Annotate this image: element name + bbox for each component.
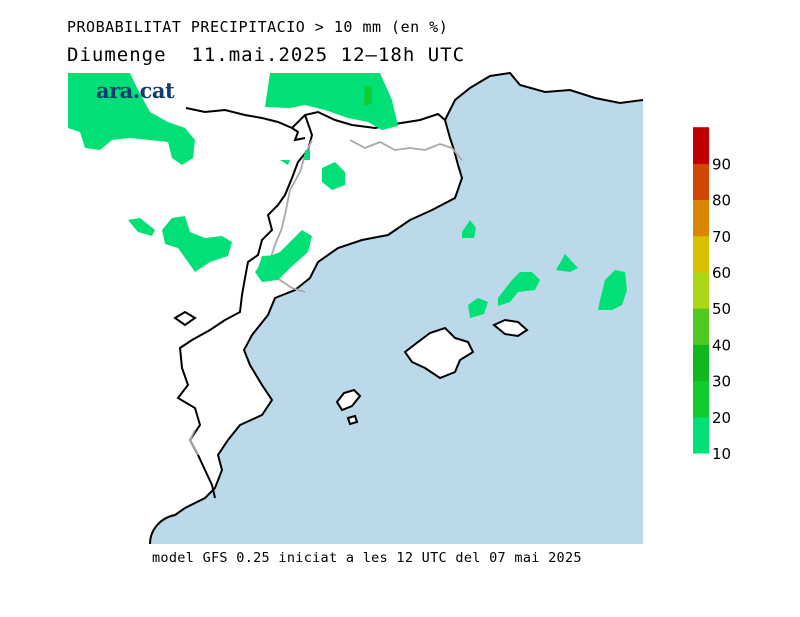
- border-detail: [173, 310, 197, 327]
- border-west: [176, 114, 314, 499]
- aracat-logo: ara.cat: [96, 78, 175, 103]
- legend-swatch: [693, 380, 709, 418]
- legend-label: 80: [712, 192, 731, 210]
- rain-patch-west: [128, 218, 155, 236]
- island-mallorca: [403, 326, 475, 380]
- legend-swatch: [693, 199, 709, 237]
- legend-swatch: [693, 308, 709, 345]
- legend-swatch: [693, 272, 709, 309]
- legend-swatch: [693, 344, 709, 382]
- rain-patch-central: [322, 162, 345, 190]
- map-subtitle: Diumenge 11.mai.2025 12–18h UTC: [67, 44, 466, 66]
- rain-patch-northwest: [68, 73, 195, 165]
- legend-swatch: [693, 416, 709, 454]
- border-andorra: [291, 127, 306, 142]
- province-boundary-west: [263, 139, 313, 293]
- island-menorca: [492, 318, 529, 338]
- legend-label: 60: [712, 264, 731, 282]
- island-ibiza: [335, 388, 362, 412]
- legend-colorbar: [693, 127, 709, 454]
- legend-swatch: [693, 163, 709, 201]
- rain-patch-sea-2: [468, 298, 488, 318]
- rain-patch-sea-4: [598, 270, 627, 310]
- province-boundary-south: [188, 429, 199, 456]
- rain-patch-sea-1: [462, 220, 476, 238]
- rain-patch-pyrenees: [265, 73, 398, 130]
- map-title: PROBABILITAT PRECIPITACIO > 10 mm (en %): [67, 18, 449, 36]
- legend-label: 10: [712, 445, 731, 463]
- sea-area: [150, 73, 643, 544]
- legend-label: 30: [712, 373, 731, 391]
- legend-label: 90: [712, 155, 731, 173]
- legend-label: 70: [712, 228, 731, 246]
- legend-swatch: [693, 235, 709, 273]
- model-run-info: model GFS 0.25 iniciat a les 12 UTC del …: [152, 550, 582, 566]
- border-pyrenees: [185, 107, 446, 130]
- legend-label: 50: [712, 300, 731, 318]
- legend-swatch: [693, 127, 709, 164]
- legend-label: 20: [712, 409, 731, 427]
- island-formentera: [346, 414, 359, 426]
- legend-labels: 10 20 30 40 50 60 70 80 90: [712, 155, 731, 463]
- legend-label: 40: [712, 336, 731, 354]
- province-boundary-north: [349, 139, 463, 161]
- rain-probability-areas: [68, 73, 627, 318]
- rain-patch-sea-3: [556, 254, 578, 272]
- coastline: [149, 71, 644, 545]
